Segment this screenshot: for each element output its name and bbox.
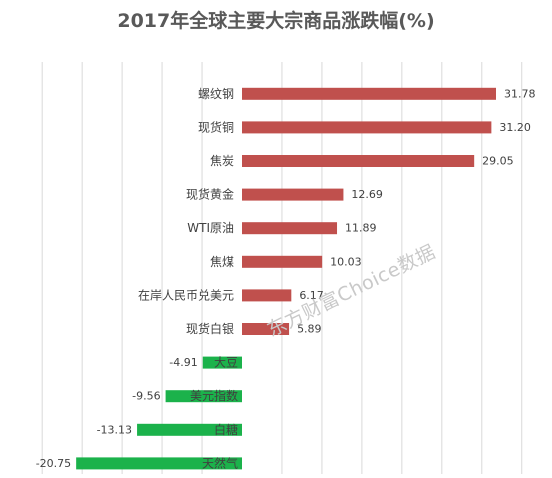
category-label-2: 焦炭 bbox=[210, 154, 234, 168]
value-label-8: -4.91 bbox=[169, 356, 197, 369]
value-label-6: 6.17 bbox=[299, 289, 324, 302]
category-label-5: 焦煤 bbox=[210, 255, 234, 269]
gridlines bbox=[41, 62, 523, 474]
value-label-0: 31.78 bbox=[504, 87, 536, 100]
bars bbox=[76, 87, 496, 470]
bar-1 bbox=[242, 121, 492, 134]
bar-0 bbox=[242, 87, 496, 100]
bar-4 bbox=[242, 222, 338, 235]
value-label-7: 5.89 bbox=[297, 323, 322, 336]
bar-6 bbox=[242, 289, 292, 302]
labels: 螺纹钢 31.78 现货铜 31.20 焦炭 29.05 现货黄金 12.69 WTI原油 11.… bbox=[36, 87, 536, 471]
value-label-1: 31.20 bbox=[499, 121, 531, 134]
value-label-9: -9.56 bbox=[132, 390, 160, 403]
value-label-2: 29.05 bbox=[482, 155, 514, 168]
bar-11 bbox=[76, 457, 242, 470]
category-label-6: 在岸人民币兑美元 bbox=[138, 288, 234, 302]
category-label-3: 现货黄金 bbox=[186, 187, 234, 202]
value-label-4: 11.89 bbox=[345, 222, 377, 235]
value-label-5: 10.03 bbox=[330, 255, 362, 268]
bar-10 bbox=[137, 423, 242, 436]
value-label-3: 12.69 bbox=[351, 188, 383, 201]
value-label-11: -20.75 bbox=[36, 457, 71, 470]
bar-9 bbox=[165, 390, 242, 403]
category-label-0: 螺纹钢 bbox=[198, 87, 234, 101]
bar-7 bbox=[242, 323, 290, 335]
category-label-9: 美元指数 bbox=[190, 388, 238, 403]
category-label-7: 现货白银 bbox=[186, 321, 234, 336]
category-label-8: 大豆 bbox=[214, 356, 238, 370]
category-label-1: 现货铜 bbox=[198, 119, 234, 134]
category-label-11: 天然气 bbox=[202, 455, 238, 470]
value-label-10: -13.13 bbox=[97, 423, 132, 436]
bar-2 bbox=[242, 155, 475, 167]
bar-5 bbox=[242, 255, 323, 268]
bar-8 bbox=[202, 356, 242, 369]
chart-title: 2017年全球主要大宗商品涨跌幅(%) bbox=[117, 10, 435, 32]
category-label-4: WTI原油 bbox=[187, 221, 234, 235]
category-label-10: 白糖 bbox=[214, 422, 238, 437]
bar-3 bbox=[242, 188, 344, 201]
